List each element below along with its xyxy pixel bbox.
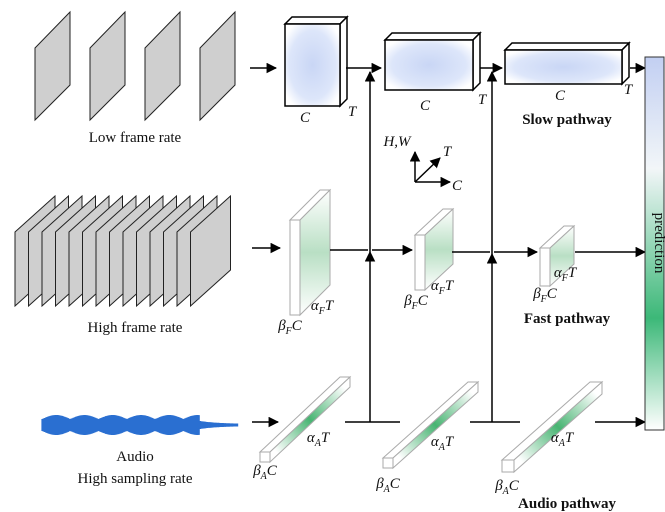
label: C [300, 110, 311, 126]
box-top [385, 33, 480, 40]
math-tail: T [445, 278, 455, 294]
label: Slow pathway [522, 112, 612, 128]
waveform [42, 415, 238, 435]
box-front [385, 40, 473, 90]
box-top [285, 17, 347, 24]
math-tail: C [547, 286, 558, 302]
label: C [555, 88, 566, 104]
math-label: βAC [375, 476, 401, 495]
prism-top [502, 382, 602, 460]
prism-side [514, 382, 602, 472]
math-label: αFT [311, 298, 335, 317]
slab-front [290, 220, 300, 315]
label: Low frame rate [89, 130, 182, 146]
math-label: βAC [494, 478, 520, 497]
math-label: βAC [252, 463, 278, 482]
math-tail: T [568, 265, 578, 281]
math-label: αAT [307, 430, 331, 449]
math-tail: T [445, 434, 455, 450]
box-top [505, 43, 629, 50]
label: High frame rate [88, 320, 183, 336]
label: prediction [651, 213, 665, 274]
prism-front [383, 458, 393, 468]
math-tail: T [565, 430, 575, 446]
label: High sampling rate [78, 471, 193, 487]
box-side [473, 33, 480, 90]
prism-front [260, 452, 270, 462]
math-tail: T [321, 430, 331, 446]
slab-front [415, 235, 425, 290]
label: C [452, 178, 463, 194]
math-label: βFC [403, 293, 429, 312]
prism-top [260, 377, 350, 452]
label: T [624, 82, 634, 98]
diagram: Low frame rate High frame rate Audio High s… [0, 0, 665, 512]
frame [145, 12, 180, 120]
label: Fast pathway [524, 311, 611, 327]
label: Audio [116, 449, 154, 465]
box-front [285, 24, 340, 106]
label: T [443, 144, 453, 160]
frame [90, 12, 125, 120]
label: H,W [382, 134, 412, 150]
label: T [348, 104, 358, 120]
math-label: αAT [431, 434, 455, 453]
box-side [622, 43, 629, 84]
frame [200, 12, 235, 120]
math-tail: T [325, 298, 335, 314]
math-tail: C [267, 463, 278, 479]
box-side [340, 17, 347, 106]
label: C [420, 98, 431, 114]
box-front [505, 50, 622, 84]
math-label: αAT [551, 430, 575, 449]
math-label: αFT [431, 278, 455, 297]
math-tail: C [418, 293, 429, 309]
label: Audio pathway [518, 496, 616, 512]
prism-side [393, 382, 478, 468]
slab-front [540, 248, 550, 286]
label: T [478, 92, 488, 108]
prism-side [270, 377, 350, 462]
math-tail: C [390, 476, 401, 492]
math-tail: C [509, 478, 520, 494]
math-tail: C [292, 318, 303, 334]
frame [35, 12, 70, 120]
math-label: βFC [277, 318, 303, 337]
arrow [415, 158, 440, 182]
prism-front [502, 460, 514, 472]
math-label: βFC [532, 286, 558, 305]
